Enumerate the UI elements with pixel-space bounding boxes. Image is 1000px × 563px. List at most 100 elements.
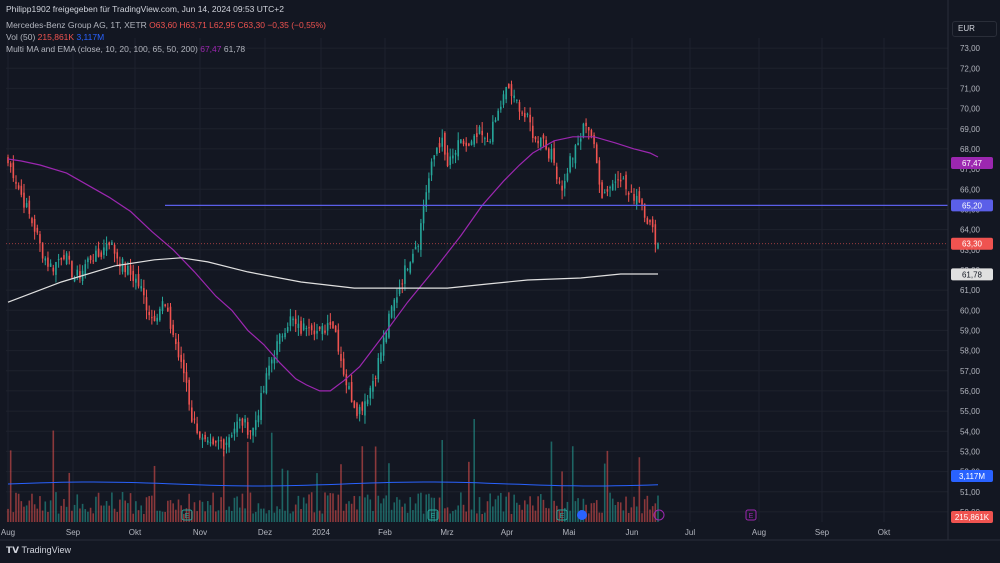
candle-body bbox=[209, 442, 212, 444]
candle-body bbox=[63, 255, 65, 260]
volume-bar bbox=[241, 493, 244, 522]
candle-body bbox=[151, 317, 153, 319]
candle-body bbox=[31, 218, 33, 224]
volume-bar bbox=[73, 504, 76, 522]
volume-bar bbox=[260, 508, 262, 522]
volume-bar bbox=[246, 441, 249, 522]
candle-body bbox=[238, 418, 241, 421]
candle-body bbox=[33, 218, 36, 232]
volume-bar bbox=[217, 510, 220, 522]
volume-bar bbox=[539, 494, 542, 522]
volume-bar bbox=[593, 502, 595, 522]
dividend-marker bbox=[577, 510, 587, 520]
y-tick-label: 63,00 bbox=[960, 246, 981, 255]
candle-body bbox=[617, 179, 619, 181]
volume-bar bbox=[326, 495, 329, 522]
volume-bar bbox=[228, 506, 230, 522]
y-tick-label: 69,00 bbox=[960, 125, 981, 134]
volume-bar bbox=[380, 503, 382, 522]
candle-body bbox=[89, 255, 92, 260]
candle-body bbox=[422, 206, 425, 224]
volume-bar bbox=[484, 512, 486, 522]
volume-legend[interactable]: Vol (50) 215,861K 3,117M bbox=[6, 32, 104, 43]
volume-bar bbox=[300, 509, 302, 522]
ma-fast-line bbox=[7, 136, 659, 392]
volume-bar bbox=[222, 451, 225, 522]
candle-body bbox=[649, 219, 651, 223]
volume-bar bbox=[47, 511, 49, 522]
candle-body bbox=[108, 242, 111, 246]
ohlc-values: O63,60 H63,71 L62,95 C63,30 bbox=[149, 20, 265, 30]
volume-bar bbox=[646, 495, 649, 522]
candle-body bbox=[492, 121, 494, 142]
candle-body bbox=[414, 246, 417, 250]
candle-body bbox=[553, 148, 555, 163]
candle-body bbox=[84, 264, 87, 275]
tradingview-logo[interactable]: 𝗧𝗩 TradingView bbox=[6, 545, 71, 556]
candle-body bbox=[159, 308, 161, 321]
volume-bar bbox=[364, 497, 366, 522]
volume-bar bbox=[95, 496, 97, 522]
candle-body bbox=[15, 181, 17, 184]
candle-body bbox=[590, 130, 593, 137]
volume-ma-value: 3,117M bbox=[76, 32, 105, 42]
volume-price-label: 215,861K bbox=[955, 513, 990, 522]
volume-bar bbox=[521, 509, 523, 522]
candle-body bbox=[409, 262, 412, 273]
volume-bar bbox=[457, 505, 460, 522]
candle-body bbox=[153, 315, 156, 322]
candle-body bbox=[68, 255, 71, 260]
volume-bar bbox=[308, 494, 310, 522]
volume-bar bbox=[36, 508, 39, 522]
volume-bar bbox=[265, 513, 268, 522]
ma-slow-price-label-bg bbox=[951, 268, 993, 281]
volume-bar bbox=[135, 501, 137, 522]
candle-body bbox=[270, 359, 273, 364]
candle-body bbox=[36, 227, 39, 233]
volume-bar bbox=[393, 502, 396, 522]
x-tick-label: Sep bbox=[815, 528, 830, 537]
symbol-legend[interactable]: Mercedes-Benz Group AG, 1T, XETR O63,60 … bbox=[6, 20, 326, 31]
candle-body bbox=[372, 380, 374, 392]
volume-bar bbox=[619, 502, 622, 522]
volume-bar bbox=[505, 496, 507, 522]
currency-selector[interactable]: EUR bbox=[952, 21, 997, 37]
candle-body bbox=[135, 278, 137, 283]
volume-bar bbox=[401, 506, 404, 522]
candle-body bbox=[547, 148, 550, 159]
candle-body bbox=[20, 185, 23, 195]
ma-legend[interactable]: Multi MA and EMA (close, 10, 20, 100, 65… bbox=[6, 44, 245, 55]
candle-body bbox=[76, 269, 79, 276]
candle-body bbox=[281, 336, 284, 338]
candle-body bbox=[526, 113, 529, 115]
x-tick-label: Feb bbox=[378, 528, 392, 537]
y-tick-label: 70,00 bbox=[960, 105, 981, 114]
volume-bar bbox=[558, 510, 561, 522]
volume-bar bbox=[590, 503, 593, 522]
candle-body bbox=[265, 373, 268, 394]
candle-body bbox=[305, 327, 308, 329]
candle-body bbox=[124, 263, 127, 273]
candle-body bbox=[25, 203, 28, 208]
volume-bar bbox=[276, 506, 278, 522]
candle-body bbox=[177, 341, 180, 358]
candle-body bbox=[630, 191, 633, 193]
last-price-label: 63,30 bbox=[962, 240, 983, 249]
volume-bar bbox=[169, 500, 172, 522]
candle-body bbox=[646, 218, 649, 224]
volume-bar bbox=[638, 457, 641, 522]
volume-bar bbox=[63, 499, 65, 522]
volume-bar bbox=[492, 506, 494, 522]
candle-body bbox=[246, 422, 249, 435]
volume-bar bbox=[524, 500, 526, 522]
volume-bar bbox=[60, 505, 63, 522]
volume-bar bbox=[199, 500, 201, 522]
candle-body bbox=[406, 268, 409, 270]
volume-bar bbox=[270, 432, 273, 522]
volume-bar bbox=[268, 510, 270, 522]
volume-bar bbox=[310, 492, 313, 522]
volume-bar bbox=[470, 509, 473, 522]
candle-body bbox=[257, 415, 260, 423]
volume-bar bbox=[124, 500, 127, 522]
